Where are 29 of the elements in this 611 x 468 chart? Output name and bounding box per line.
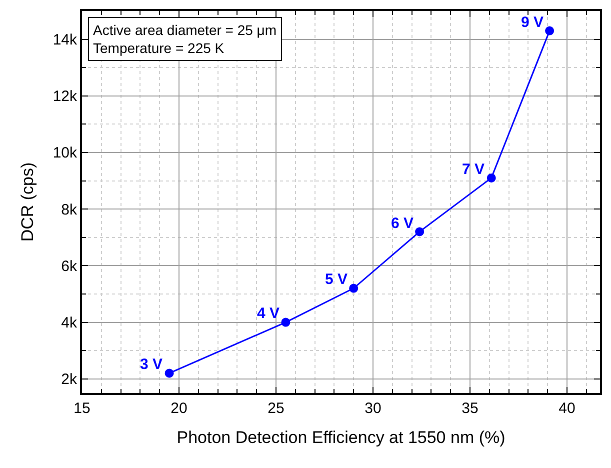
y-tick-label: 12k [52, 88, 78, 106]
x-tick-label: 20 [170, 400, 188, 417]
x-tick-label: 35 [462, 400, 478, 417]
annotation: 9 V [521, 14, 544, 31]
annotation: 4 V [257, 305, 280, 322]
annotation: 5 V [325, 271, 348, 288]
point [545, 26, 554, 36]
y-tick-label: 2k [61, 371, 78, 388]
annotation: 6 V [391, 215, 414, 232]
annotation: Temperature = 225 K [93, 40, 225, 56]
y-tick-label: 10k [52, 144, 78, 162]
y-tick-label: 6k [61, 258, 78, 275]
x-tick-label: 40 [558, 400, 576, 417]
y-tick-label: 8k [61, 201, 78, 218]
x-tick-label: 30 [364, 400, 382, 417]
point [281, 318, 290, 327]
y-axis-title: DCR (cps) [18, 162, 37, 242]
y-tick-label: 14k [52, 32, 78, 49]
point [349, 284, 358, 293]
point [415, 227, 424, 236]
annotation: 7 V [462, 161, 485, 178]
point [164, 368, 174, 378]
point [486, 173, 496, 182]
x-tick-label: 25 [268, 400, 284, 417]
annotation: 3 V [140, 356, 163, 373]
x-axis-title: Photon Detection Efficiency at 1550 nm (%) [176, 428, 506, 447]
x-tick-label: 15 [74, 400, 90, 417]
y-tick-label: 4k [61, 314, 78, 332]
annotation: Active area diameter = 25 μm [93, 22, 277, 38]
